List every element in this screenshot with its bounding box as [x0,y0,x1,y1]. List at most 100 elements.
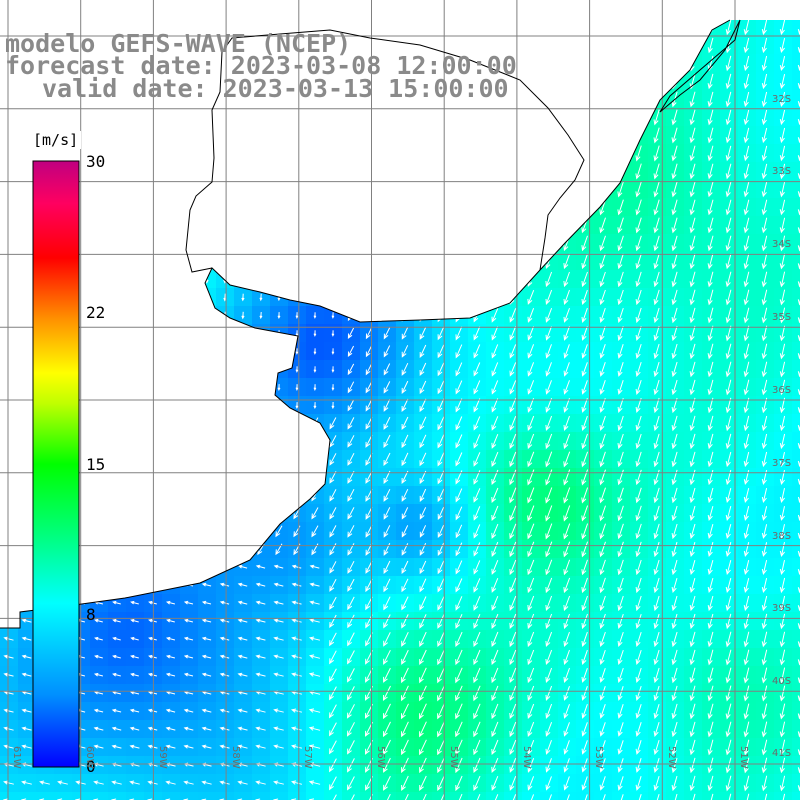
wind-arrow [130,489,140,502]
wind-arrow [581,631,588,647]
wind-arrow [617,794,624,800]
wind-speed-cell [108,792,127,800]
wind-arrow [237,618,248,623]
wind-arrow [220,417,229,430]
colorbar-tick-0: 0 [86,757,96,776]
wind-arrow [187,239,191,248]
wind-speed-cell [162,108,181,127]
wind-arrow [581,577,588,594]
wind-arrow [219,600,230,605]
wind-arrow [509,182,517,197]
wind-arrow [725,415,732,432]
lat-label: 32S [772,94,792,105]
wind-arrow [671,325,678,342]
wind-arrow [563,613,570,630]
wind-arrow [115,239,119,248]
wind-arrow [653,415,660,432]
wind-arrow [707,163,714,180]
wind-arrow [690,2,695,16]
wind-arrow [437,236,445,251]
wind-speed-cell [450,270,469,289]
wind-arrow [653,289,660,306]
wind-speed-cell [432,162,451,181]
wind-arrow [563,649,570,665]
wind-speed-cell [432,198,451,217]
wind-arrow [25,185,29,194]
wind-speed-cell [90,540,109,559]
wind-arrow [491,487,499,504]
wind-arrow [3,417,14,430]
wind-arrow [3,489,14,502]
wind-arrow [219,672,230,677]
wind-arrow [689,541,696,557]
wind-arrow [313,149,317,158]
wind-arrow [491,290,499,305]
wind-arrow [636,2,641,16]
wind-speed-cell [216,522,235,541]
wind-arrow [581,362,588,377]
wind-arrow [455,146,463,161]
wind-arrow [347,255,355,268]
wind-arrow [761,235,768,252]
wind-arrow [382,685,391,702]
wind-speed-cell [162,144,181,163]
wind-speed-cell [306,432,325,451]
wind-speed-cell [90,342,109,361]
wind-arrow [617,271,624,288]
wind-arrow [382,721,391,738]
wind-arrow [383,775,391,791]
wind-speed-cell [126,396,145,415]
wind-arrow [599,469,606,486]
wind-arrow [509,110,517,125]
wind-speed-cell [684,0,703,19]
wind-arrow [273,618,284,623]
wind-arrow [473,200,481,215]
wind-arrow [291,654,302,659]
wind-speed-cell [522,90,541,109]
wind-arrow [671,55,678,72]
wind-arrow [491,505,499,522]
wind-arrow [203,507,211,520]
wind-arrow [166,507,175,520]
wind-arrow [635,577,642,594]
wind-arrow [383,452,391,467]
wind-arrow [545,74,552,89]
wind-arrow [277,185,281,194]
wind-arrow [689,577,696,593]
wind-arrow [617,577,624,594]
wind-arrow [455,344,463,359]
wind-speed-cell [504,234,523,253]
wind-arrow [635,595,642,612]
wind-arrow [599,559,606,576]
wind-speed-cell [126,198,145,217]
wind-arrow [25,167,29,176]
wind-arrow [599,577,606,594]
wind-arrow [635,794,642,800]
wind-speed-cell [450,20,469,37]
wind-speed-cell [432,144,451,163]
wind-speed-cell [792,432,800,451]
wind-arrow [725,379,732,396]
wind-arrow [115,311,119,320]
wind-arrow [309,600,320,605]
wind-speed-cell [180,360,199,379]
wind-arrow [383,164,391,179]
wind-arrow [725,721,732,738]
wind-arrow [277,239,281,248]
wind-arrow [545,163,553,180]
wind-speed-cell [594,126,613,145]
wind-arrow [707,649,714,666]
wind-arrow [259,329,263,338]
wind-arrow [331,366,335,373]
wind-arrow [473,254,481,269]
wind-arrow [3,780,14,785]
wind-speed-cell [234,216,253,235]
wind-arrow [437,380,445,395]
wind-arrow [257,417,265,430]
wind-arrow [255,618,266,623]
wind-arrow [653,649,660,666]
wind-speed-cell [216,126,235,145]
wind-arrow [401,182,409,197]
wind-speed-cell [108,540,127,559]
wind-speed-cell [396,0,415,19]
